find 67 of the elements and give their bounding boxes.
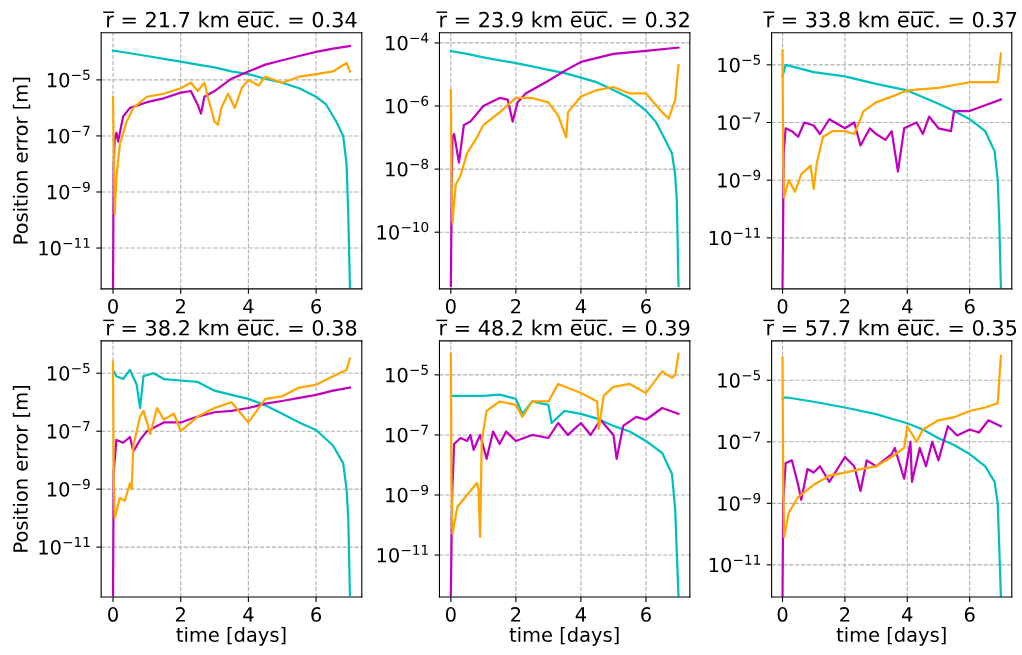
x-tick-label: 4 — [575, 299, 587, 314]
y-tick-label: 10$^{−7}$ — [386, 424, 428, 443]
y-tick-label: 10$^{−5}$ — [718, 370, 760, 388]
x-tick-label: 2 — [840, 298, 850, 314]
line-series — [111, 357, 352, 520]
y-tick-label: 10$^{−5}$ — [386, 364, 428, 383]
y-tick-label: 10$^{−9}$ — [47, 478, 90, 497]
x-axis-title: time [days] — [509, 626, 619, 646]
x-tick-label: 0 — [445, 298, 456, 314]
x-tick-label: 6 — [311, 607, 322, 622]
y-tick-label: 10$^{−7}$ — [47, 125, 90, 144]
y-tick-label: 10$^{−6}$ — [386, 95, 429, 114]
line-series — [781, 354, 1002, 539]
y-tick-label: 10$^{−9}$ — [718, 169, 761, 188]
chart-title: r̅ = 33.8 km e̅u̅c̅. = 0.37 — [763, 11, 1017, 28]
y-tick-label: 10$^{−11}$ — [39, 237, 90, 256]
x-tick-label: 6 — [641, 607, 651, 622]
line-series — [781, 49, 1002, 199]
y-tick-label: 10$^{−4}$ — [386, 32, 429, 51]
x-axis-title: time [days] — [176, 626, 286, 646]
x-tick-label: 2 — [840, 607, 850, 622]
y-tick-label: 10$^{−5}$ — [718, 54, 760, 73]
y-tick-label: 10$^{−7}$ — [47, 421, 90, 439]
x-tick-label: 4 — [902, 607, 913, 622]
x-tick-label: 0 — [108, 298, 118, 314]
y-tick-label: 10$^{−7}$ — [718, 431, 761, 450]
line-series — [111, 61, 352, 216]
line-series — [781, 98, 1002, 288]
x-tick-label: 4 — [902, 299, 913, 314]
x-tick-label: 2 — [175, 607, 185, 622]
y-tick-label: 10$^{−9}$ — [386, 484, 429, 503]
chart-title: r̅ = 38.2 km e̅u̅c̅. = 0.38 — [103, 319, 357, 336]
line-series — [449, 352, 680, 539]
y-tick-label: 10$^{−11}$ — [709, 554, 761, 573]
y-tick-label: 10$^{−11}$ — [39, 537, 90, 555]
y-tick-label: 10$^{−8}$ — [386, 158, 429, 177]
x-tick-label: 0 — [445, 607, 456, 622]
y-tick-label: 10$^{−11}$ — [709, 227, 761, 246]
x-tick-label: 4 — [243, 299, 254, 314]
chart-title: r̅ = 23.9 km e̅u̅c̅. = 0.32 — [436, 11, 689, 28]
line-series — [449, 63, 680, 224]
y-tick-label: 10$^{−9}$ — [47, 181, 90, 200]
x-tick-label: 4 — [243, 607, 254, 622]
x-tick-label: 0 — [108, 607, 118, 622]
x-tick-label: 0 — [777, 298, 788, 314]
chart-title: r̅ = 21.7 km e̅u̅c̅. = 0.34 — [103, 11, 357, 28]
x-tick-label: 0 — [777, 607, 788, 622]
x-tick-label: 2 — [175, 298, 185, 314]
y-axis-title: Position error [m] — [12, 77, 31, 244]
line-series — [781, 63, 1002, 288]
y-axis-title: Position error [m] — [12, 386, 31, 552]
x-tick-label: 6 — [641, 298, 651, 314]
y-tick-label: 10$^{−11}$ — [377, 544, 428, 563]
x-tick-label: 2 — [511, 607, 521, 622]
y-tick-label: 10$^{−5}$ — [47, 69, 90, 88]
y-tick-label: 10$^{−9}$ — [718, 493, 761, 511]
y-tick-label: 10$^{−7}$ — [718, 112, 761, 131]
x-tick-label: 6 — [964, 607, 975, 622]
chart-title: r̅ = 57.7 km e̅u̅c̅. = 0.35 — [763, 319, 1017, 336]
x-tick-label: 2 — [511, 298, 521, 314]
x-tick-label: 4 — [575, 607, 587, 622]
y-tick-label: 10$^{−5}$ — [47, 363, 90, 381]
y-tick-label: 10$^{−10}$ — [377, 221, 429, 240]
x-axis-title: time [days] — [836, 626, 946, 646]
x-tick-label: 6 — [964, 298, 975, 314]
chart-title: r̅ = 48.2 km e̅u̅c̅. = 0.39 — [436, 319, 690, 336]
x-tick-label: 6 — [311, 298, 322, 314]
